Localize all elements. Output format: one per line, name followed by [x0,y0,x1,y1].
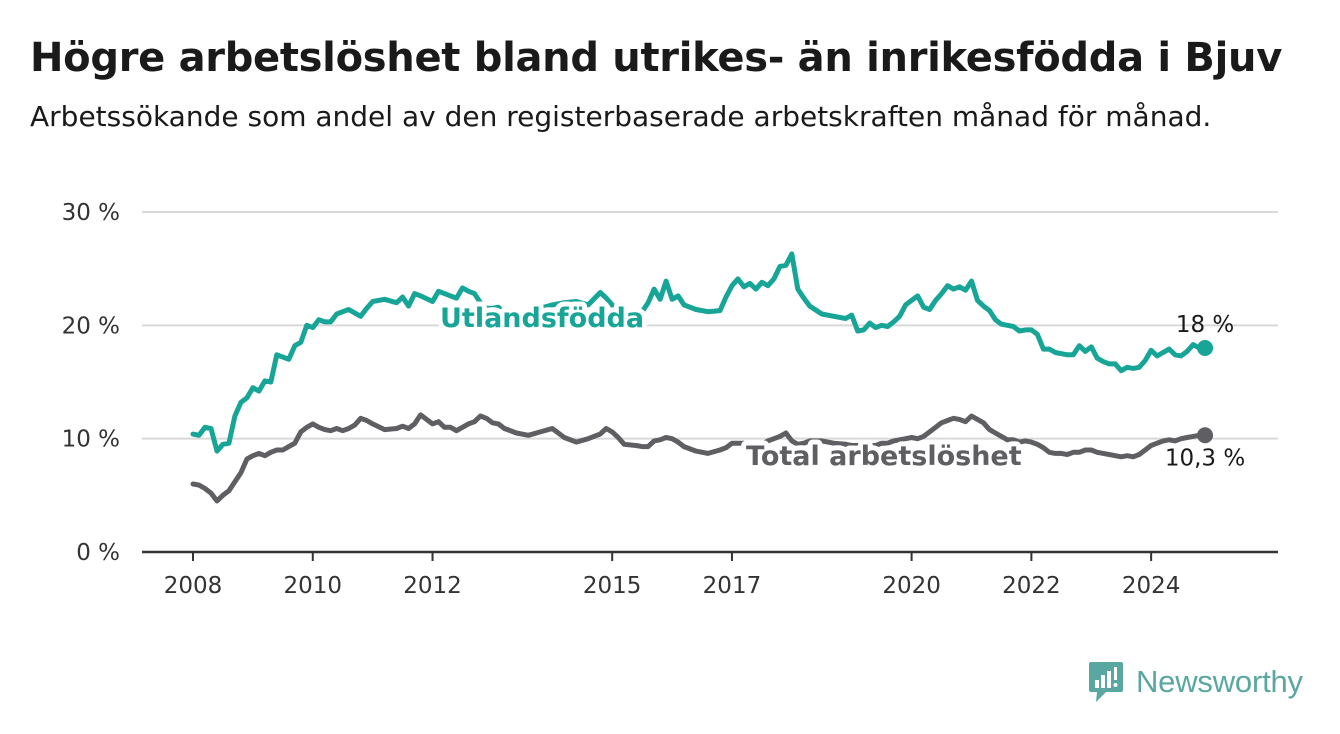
chart-title: Högre arbetslöshet bland utrikes- än inr… [30,35,1282,81]
x-tick-label: 2017 [703,573,762,599]
grid-lines [142,211,1278,440]
x-tick-label: 2015 [583,573,642,599]
x-tick-label: 2008 [164,573,223,599]
end-value-label-total: 10,3 % [1165,445,1245,471]
end-marker-utlandsfodda [1197,340,1214,356]
x-tick-label: 2024 [1122,573,1181,599]
y-tick-label: 0 % [76,540,120,566]
x-axis: 2008 2010 2012 2015 2017 2020 2022 2024 [142,550,1278,599]
chart-subtitle: Arbetssökande som andel av den registerb… [30,100,1212,133]
y-tick-label: 10 % [62,427,120,453]
series-label-total: Total arbetslöshet [746,441,1022,472]
x-tick-label: 2010 [283,573,342,599]
x-tick-label: 2012 [403,573,462,599]
brand-name: Newsworthy [1136,664,1303,699]
end-marker-total [1197,427,1214,444]
y-axis-labels: 0 % 10 % 20 % 30 % [62,200,120,566]
brand-logo: Newsworthy [1088,660,1303,704]
series-line-total [190,412,1208,504]
series-labels: Utlandsfödda Total arbetslöshet [435,298,1027,477]
series-line-utlandsfodda [190,251,1208,454]
x-tick-label: 2022 [1002,573,1061,599]
series-label-utlandsfodda: Utlandsfödda [440,303,644,334]
newsworthy-logo-icon [1089,662,1123,702]
y-tick-label: 30 % [62,200,120,226]
end-value-label-utlandsfodda: 18 % [1176,312,1234,338]
y-tick-label: 20 % [62,313,120,339]
series-lines [190,251,1208,504]
x-tick-label: 2020 [882,573,941,599]
end-markers: 18 % 10,3 % [1165,312,1245,471]
